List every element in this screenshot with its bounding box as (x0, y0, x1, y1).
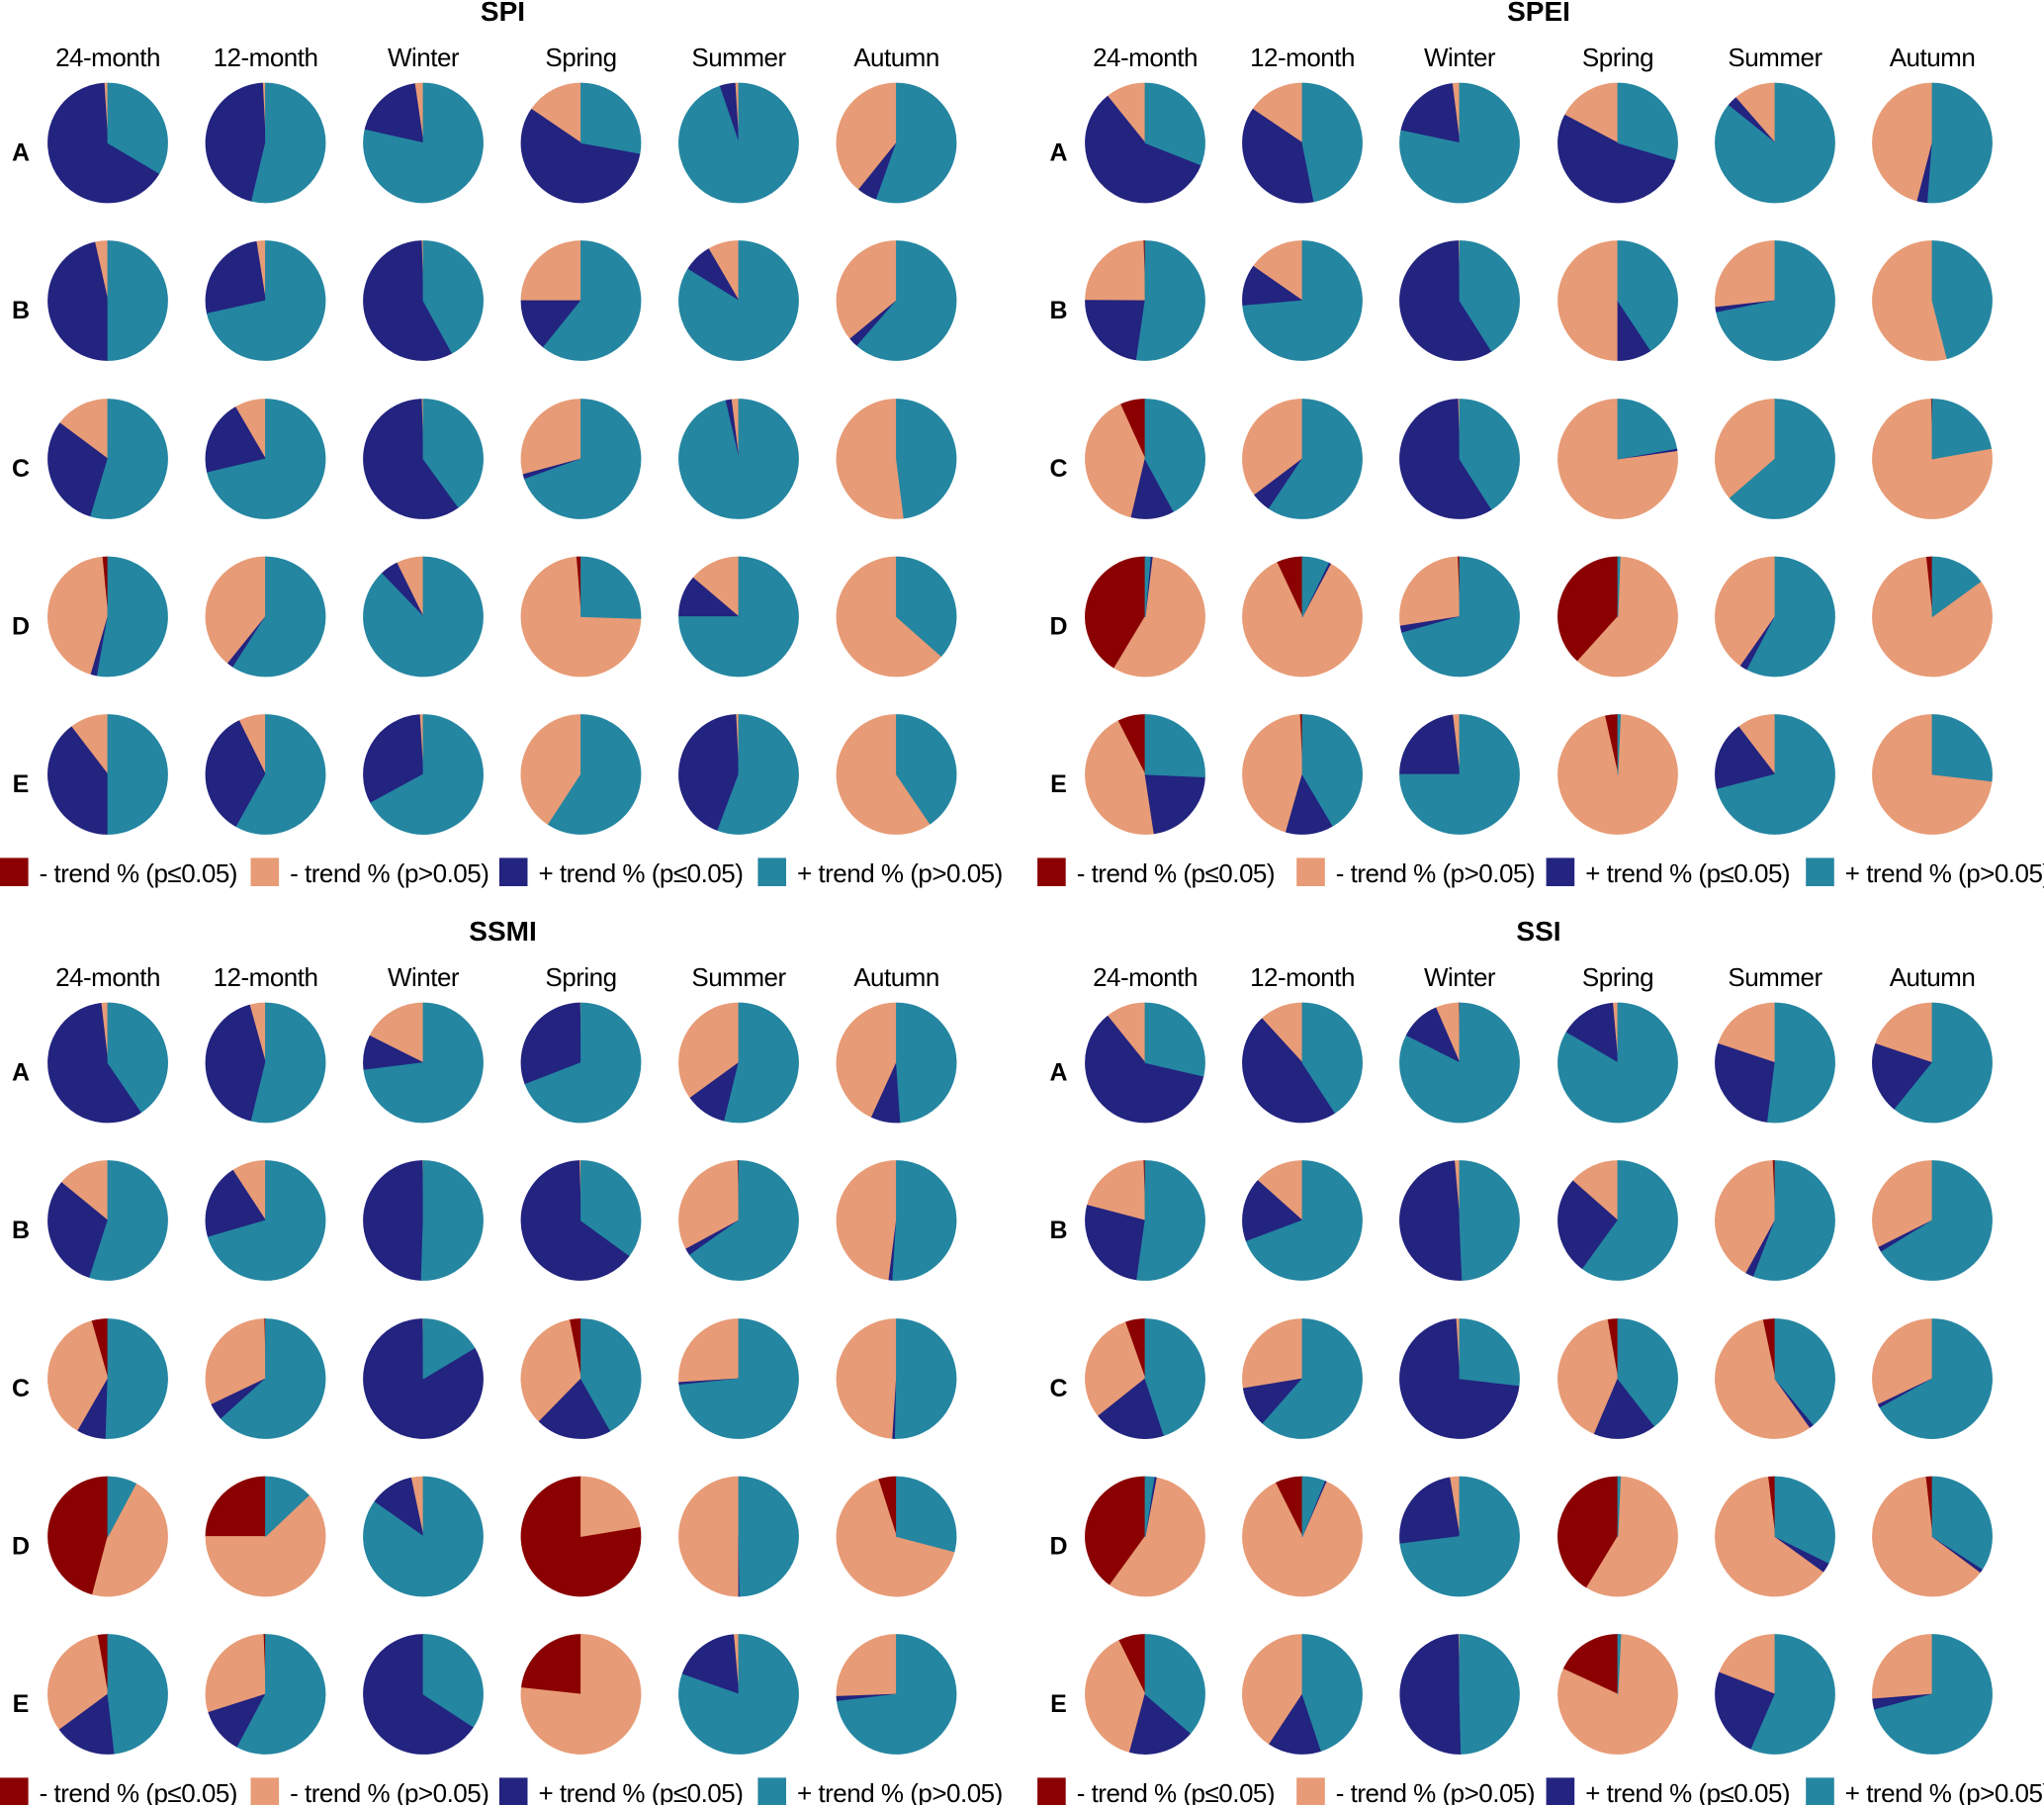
svg-text:C: C (12, 1375, 30, 1402)
svg-text:- trend % (p>0.05): - trend % (p>0.05) (1336, 1778, 1535, 1805)
svg-text:+ trend % (p≤0.05): + trend % (p≤0.05) (1585, 1778, 1790, 1805)
svg-text:D: D (12, 1533, 30, 1561)
svg-text:- trend % (p≤0.05): - trend % (p≤0.05) (40, 1778, 237, 1805)
svg-text:Summer: Summer (691, 962, 786, 992)
svg-text:Autumn: Autumn (1890, 962, 1976, 992)
svg-text:Summer: Summer (691, 43, 786, 72)
svg-text:Autumn: Autumn (853, 962, 939, 992)
svg-text:24-month: 24-month (55, 962, 160, 992)
svg-text:B: B (12, 1217, 30, 1244)
svg-text:Spring: Spring (1582, 962, 1653, 992)
svg-text:Spring: Spring (545, 43, 616, 72)
svg-text:- trend % (p≤0.05): - trend % (p≤0.05) (40, 858, 237, 888)
svg-text:Autumn: Autumn (1890, 43, 1976, 72)
svg-text:+ trend % (p≤0.05): + trend % (p≤0.05) (1585, 858, 1790, 888)
svg-text:- trend % (p>0.05): - trend % (p>0.05) (1336, 858, 1535, 888)
svg-text:- trend % (p≤0.05): - trend % (p≤0.05) (1077, 858, 1275, 888)
svg-text:- trend % (p>0.05): - trend % (p>0.05) (290, 858, 489, 888)
svg-text:- trend % (p>0.05): - trend % (p>0.05) (290, 1778, 489, 1805)
svg-text:D: D (1049, 613, 1067, 641)
svg-text:C: C (1049, 455, 1067, 483)
svg-text:Summer: Summer (1728, 962, 1822, 992)
svg-text:SPEI: SPEI (1507, 0, 1570, 27)
svg-text:- trend % (p≤0.05): - trend % (p≤0.05) (1077, 1778, 1275, 1805)
svg-text:+ trend % (p>0.05): + trend % (p>0.05) (1845, 858, 2044, 888)
svg-text:SSMI: SSMI (469, 916, 536, 947)
svg-text:A: A (1049, 139, 1067, 167)
svg-text:Spring: Spring (1582, 43, 1653, 72)
svg-text:Winter: Winter (1424, 962, 1496, 992)
svg-text:D: D (1049, 1533, 1067, 1561)
svg-text:B: B (1049, 1217, 1067, 1244)
svg-text:Winter: Winter (388, 962, 460, 992)
svg-text:C: C (1049, 1375, 1067, 1402)
svg-text:E: E (1050, 1690, 1067, 1718)
svg-text:24-month: 24-month (1093, 962, 1198, 992)
svg-text:+ trend % (p>0.05): + trend % (p>0.05) (797, 1778, 1003, 1805)
svg-text:E: E (1050, 770, 1067, 798)
svg-text:A: A (1049, 1059, 1067, 1087)
svg-text:E: E (13, 770, 30, 798)
svg-text:C: C (12, 455, 30, 483)
svg-text:SSI: SSI (1516, 916, 1560, 947)
svg-text:B: B (12, 297, 30, 324)
svg-text:24-month: 24-month (55, 43, 160, 72)
svg-text:E: E (13, 1690, 30, 1718)
svg-text:12-month: 12-month (214, 43, 318, 72)
svg-text:Spring: Spring (545, 962, 616, 992)
svg-text:A: A (12, 1059, 30, 1087)
svg-text:B: B (1049, 297, 1067, 324)
svg-text:+ trend % (p>0.05): + trend % (p>0.05) (1845, 1778, 2044, 1805)
svg-text:Summer: Summer (1728, 43, 1822, 72)
svg-text:Autumn: Autumn (853, 43, 939, 72)
svg-text:12-month: 12-month (1250, 962, 1355, 992)
svg-text:24-month: 24-month (1093, 43, 1198, 72)
svg-text:+ trend % (p≤0.05): + trend % (p≤0.05) (539, 858, 744, 888)
svg-text:12-month: 12-month (214, 962, 318, 992)
svg-text:SPI: SPI (481, 0, 525, 27)
svg-text:12-month: 12-month (1250, 43, 1355, 72)
svg-text:+ trend % (p>0.05): + trend % (p>0.05) (797, 858, 1003, 888)
svg-text:D: D (12, 613, 30, 641)
svg-text:Winter: Winter (1424, 43, 1496, 72)
svg-text:A: A (12, 139, 30, 167)
svg-text:+ trend % (p≤0.05): + trend % (p≤0.05) (539, 1778, 744, 1805)
svg-text:Winter: Winter (388, 43, 460, 72)
